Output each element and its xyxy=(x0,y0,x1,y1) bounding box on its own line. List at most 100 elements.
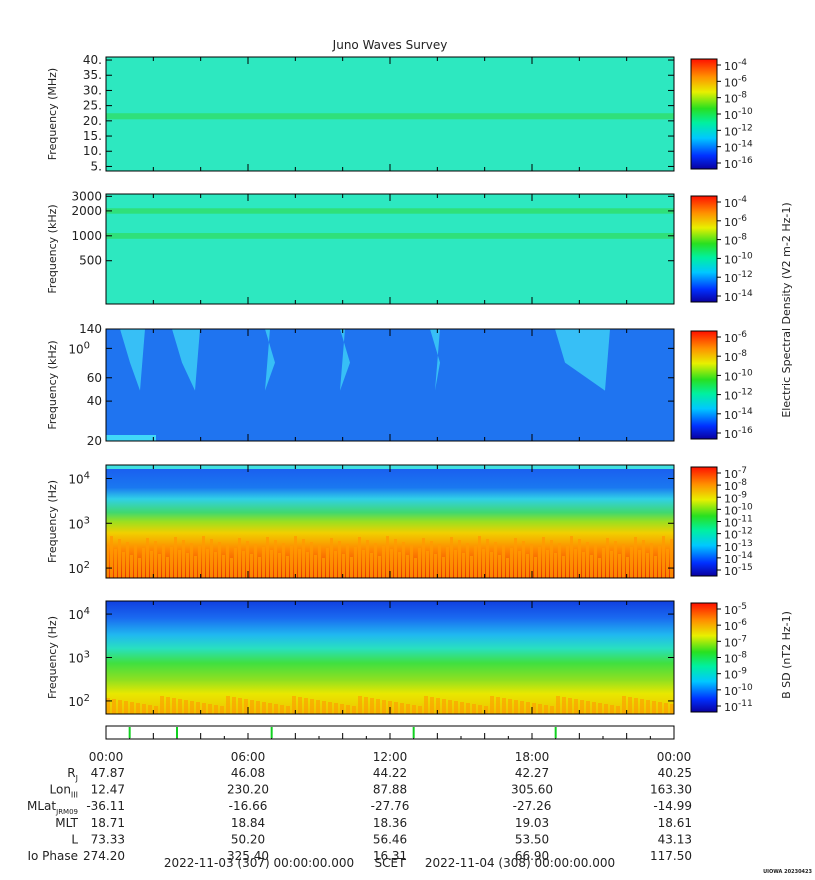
radio-burst xyxy=(430,329,440,391)
elf-streak xyxy=(658,702,662,714)
y-tick-label: 100 xyxy=(68,340,90,356)
elf-streak xyxy=(606,538,609,578)
colorbar-tick-label: 10-6 xyxy=(724,330,747,345)
elf-streak xyxy=(254,544,257,578)
elf-streak xyxy=(322,558,325,578)
y-tick-label: 500 xyxy=(79,254,102,268)
colorbar-tick-label: 10-8 xyxy=(724,349,747,364)
elf-streak xyxy=(352,706,356,714)
elf-streak xyxy=(590,555,593,578)
elf-streak xyxy=(334,551,337,578)
colorbar-tick-label: 10-10 xyxy=(724,683,753,698)
elf-streak xyxy=(418,548,421,578)
y-tick-label: 5. xyxy=(91,159,102,173)
elf-streak xyxy=(652,701,656,714)
panel-background xyxy=(106,601,674,714)
elf-streak xyxy=(298,697,302,714)
elf-streak xyxy=(244,699,248,714)
elf-streak xyxy=(262,547,265,578)
elf-streak xyxy=(496,697,500,714)
elf-streak xyxy=(646,700,650,714)
elf-streak xyxy=(110,536,113,578)
elf-streak xyxy=(484,706,488,714)
colorbar-tick-label: 10-6 xyxy=(724,74,747,89)
y-tick-label: 104 xyxy=(68,606,90,622)
elf-streak xyxy=(370,698,374,714)
panel-p1: 40.35.30. 25.20.15.10.5. Frequency (MHz) xyxy=(46,53,675,173)
ephemeris-value: 40.25 xyxy=(658,766,692,780)
elf-streak xyxy=(622,544,625,578)
elf-streak xyxy=(266,537,269,578)
elf-streak xyxy=(422,538,425,578)
elf-streak xyxy=(124,701,128,714)
colorbar-tick-label: 10-8 xyxy=(724,91,747,106)
panel-p3: 140 100 60 40 20 Frequency (kHz) xyxy=(46,322,675,448)
elf-streak xyxy=(654,556,657,578)
elf-streak xyxy=(466,543,469,578)
elf-streak xyxy=(166,697,170,714)
elf-streak xyxy=(370,553,373,578)
colorbar-tick-label: 10-13 xyxy=(724,539,753,554)
elf-streak xyxy=(194,556,197,578)
elf-streak xyxy=(542,537,545,578)
elf-streak xyxy=(574,549,577,578)
elf-streak xyxy=(326,548,329,578)
elf-streak xyxy=(558,543,561,578)
footer-start-time: 2022-11-03 (307) 00:00:00.000 xyxy=(164,856,354,870)
ephemeris-value: 50.20 xyxy=(231,832,265,846)
ephemeris-value: -16.66 xyxy=(229,799,268,813)
ephemeris-value: 87.88 xyxy=(373,783,407,797)
elf-streak xyxy=(658,546,661,578)
ephemeris-label: L xyxy=(71,832,78,846)
colorbar-tick-label: 10-4 xyxy=(724,195,747,210)
elf-streak xyxy=(574,699,578,714)
elf-streak xyxy=(418,706,422,714)
elf-streak xyxy=(578,539,581,578)
elf-streak xyxy=(550,706,554,714)
elf-streak xyxy=(622,696,626,714)
y-tick-label: 15. xyxy=(83,129,102,143)
ephemeris-value: 305.60 xyxy=(511,783,553,797)
elf-streak xyxy=(618,554,621,578)
elf-streak xyxy=(566,546,569,578)
elf-streak xyxy=(126,542,129,578)
elf-streak xyxy=(472,704,476,714)
elf-streak xyxy=(550,540,553,578)
colorbar-tick-label: 10-9 xyxy=(724,667,747,682)
y-axis-label: Frequency (kHz) xyxy=(46,340,59,429)
elf-streak xyxy=(374,543,377,578)
elf-streak xyxy=(638,550,641,578)
elf-streak xyxy=(442,699,446,714)
elf-streak xyxy=(376,699,380,714)
ephemeris-value: 44.22 xyxy=(373,766,407,780)
elf-streak xyxy=(538,704,542,714)
colorbar-tick-label: 10-10 xyxy=(724,502,753,517)
elf-streak xyxy=(316,700,320,714)
colorbar-tick-label: 10-11 xyxy=(724,699,753,714)
elf-streak xyxy=(594,545,597,578)
elf-streak xyxy=(226,545,229,578)
elf-streak xyxy=(582,552,585,578)
ephemeris-label: LonIII xyxy=(50,783,79,800)
y-tick-label: 40 xyxy=(87,394,102,408)
time-tick-label: 00:00 xyxy=(89,750,124,764)
elf-streak xyxy=(466,703,470,714)
colorbar-gradient xyxy=(690,330,718,440)
radio-burst xyxy=(340,329,350,391)
elf-streak xyxy=(330,538,333,578)
elf-streak xyxy=(346,705,350,714)
y-tick-label: 10. xyxy=(83,144,102,158)
colorbar-tick-label: 10-16 xyxy=(724,426,753,441)
elf-streak xyxy=(446,547,449,578)
colorbar-tick-label: 10-12 xyxy=(724,270,753,285)
elf-streak xyxy=(568,698,572,714)
colorbar-p4: 10-710-810-910-1010-1110-1210-1310-1410-… xyxy=(690,466,753,578)
elf-streak xyxy=(626,557,629,578)
elf-streak xyxy=(154,706,158,714)
emission-band xyxy=(106,233,674,239)
elf-streak xyxy=(136,703,140,714)
colorbar-tick-label: 10-10 xyxy=(724,251,753,266)
elf-streak xyxy=(522,541,525,578)
colorbar-tick-label: 10-14 xyxy=(724,140,753,155)
